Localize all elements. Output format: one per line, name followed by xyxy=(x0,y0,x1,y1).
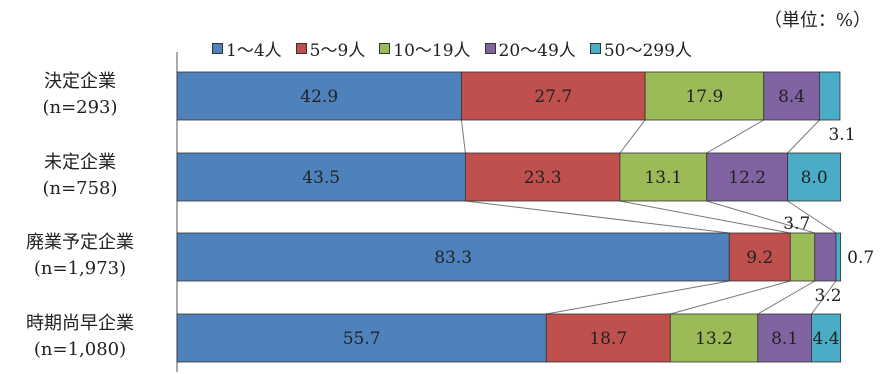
connector-line xyxy=(619,200,791,234)
legend-item: 5～9人 xyxy=(295,36,366,61)
legend-item: 1～4人 xyxy=(212,36,282,61)
bar-segment xyxy=(757,313,812,363)
bar-value-label: 8.4 xyxy=(778,87,805,107)
bar-value-label: 83.3 xyxy=(434,248,472,268)
bar-segment xyxy=(619,152,708,202)
legend-swatch xyxy=(589,43,601,54)
bar-value-label: 27.7 xyxy=(534,87,572,107)
row-label: 未定企業 (n=758) xyxy=(0,150,160,202)
legend-item: 10～19人 xyxy=(379,36,471,61)
row-label-name: 廃業予定企業 xyxy=(26,232,134,253)
bar-value-label: 23.3 xyxy=(524,168,562,188)
bar-value-label: 3.7 xyxy=(783,214,810,234)
bar-segment xyxy=(787,152,842,202)
bar-segment xyxy=(669,313,759,363)
connector-line xyxy=(787,200,837,234)
bar-segment xyxy=(545,313,671,363)
bar-segment xyxy=(644,71,765,121)
legend-label: 10～19人 xyxy=(393,41,471,61)
row-label-name: 時期尚早企業 xyxy=(26,313,134,334)
connector-line xyxy=(706,119,765,154)
row-label-n: (n=293) xyxy=(42,97,118,118)
legend-label: 20～49人 xyxy=(498,41,576,61)
bar-value-label: 18.7 xyxy=(589,329,627,349)
legend-swatch xyxy=(295,43,307,54)
connector-line xyxy=(460,119,466,154)
connector-line xyxy=(811,280,837,315)
legend-label: 5～9人 xyxy=(309,41,366,61)
bar-segment xyxy=(176,313,547,363)
bar-value-label: 12.2 xyxy=(728,168,766,188)
bar-segment xyxy=(728,232,791,282)
bar-segment xyxy=(176,232,730,282)
row-label-n: (n=758) xyxy=(42,178,118,199)
bar-segment xyxy=(176,71,462,121)
legend-swatch xyxy=(379,43,391,54)
connector-line xyxy=(546,280,730,315)
bar-segment xyxy=(706,152,789,202)
legend-swatch xyxy=(484,43,496,54)
connector-line xyxy=(619,119,646,154)
row-label-name: 未定企業 xyxy=(44,152,116,173)
bar-segment xyxy=(819,71,841,121)
legend-label: 50～299人 xyxy=(603,41,692,61)
bar-segment xyxy=(461,71,646,121)
connector-line xyxy=(465,200,730,234)
bar-value-label: 3.1 xyxy=(828,125,855,145)
bar-segment xyxy=(814,232,837,282)
connector-line xyxy=(757,280,816,315)
connector-line xyxy=(706,200,815,234)
legend-label: 1～4人 xyxy=(226,41,282,61)
bar-segment xyxy=(465,152,621,202)
bar-segment xyxy=(176,152,466,202)
connector-line xyxy=(787,119,820,154)
bar-segment xyxy=(789,232,816,282)
bar-value-label: 55.7 xyxy=(343,329,381,349)
legend-swatch xyxy=(212,43,223,54)
bar-segment xyxy=(811,313,842,363)
row-label-n: (n=1,973) xyxy=(33,258,127,279)
unit-note: （単位：%） xyxy=(763,10,871,31)
row-label: 時期尚早企業 (n=1,080) xyxy=(0,311,160,363)
bar-value-label: 3.2 xyxy=(814,286,841,306)
bar-value-label: 13.1 xyxy=(644,168,682,188)
bar-value-label: 0.7 xyxy=(847,248,874,268)
bar-value-label: 9.2 xyxy=(746,248,773,268)
connector-line xyxy=(670,280,791,315)
bar-value-label: 8.0 xyxy=(801,168,828,188)
bar-value-label: 13.2 xyxy=(695,329,733,349)
row-label: 廃業予定企業 (n=1,973) xyxy=(0,230,160,282)
chart-legend: 1～4人 5～9人 10～19人 20～49人 50～299人 xyxy=(212,36,692,61)
legend-item: 50～299人 xyxy=(589,36,692,61)
bar-value-label: 42.9 xyxy=(300,87,338,107)
bar-segment xyxy=(835,232,842,282)
bar-value-label: 17.9 xyxy=(685,87,723,107)
bar-value-label: 43.5 xyxy=(302,168,340,188)
row-label-n: (n=1,080) xyxy=(33,339,127,360)
legend-item: 20～49人 xyxy=(484,36,576,61)
row-label-name: 決定企業 xyxy=(44,71,116,92)
bar-value-label: 4.4 xyxy=(813,329,840,349)
bar-segment xyxy=(763,71,820,121)
row-label: 決定企業 (n=293) xyxy=(0,69,160,121)
bar-value-label: 8.1 xyxy=(771,329,798,349)
